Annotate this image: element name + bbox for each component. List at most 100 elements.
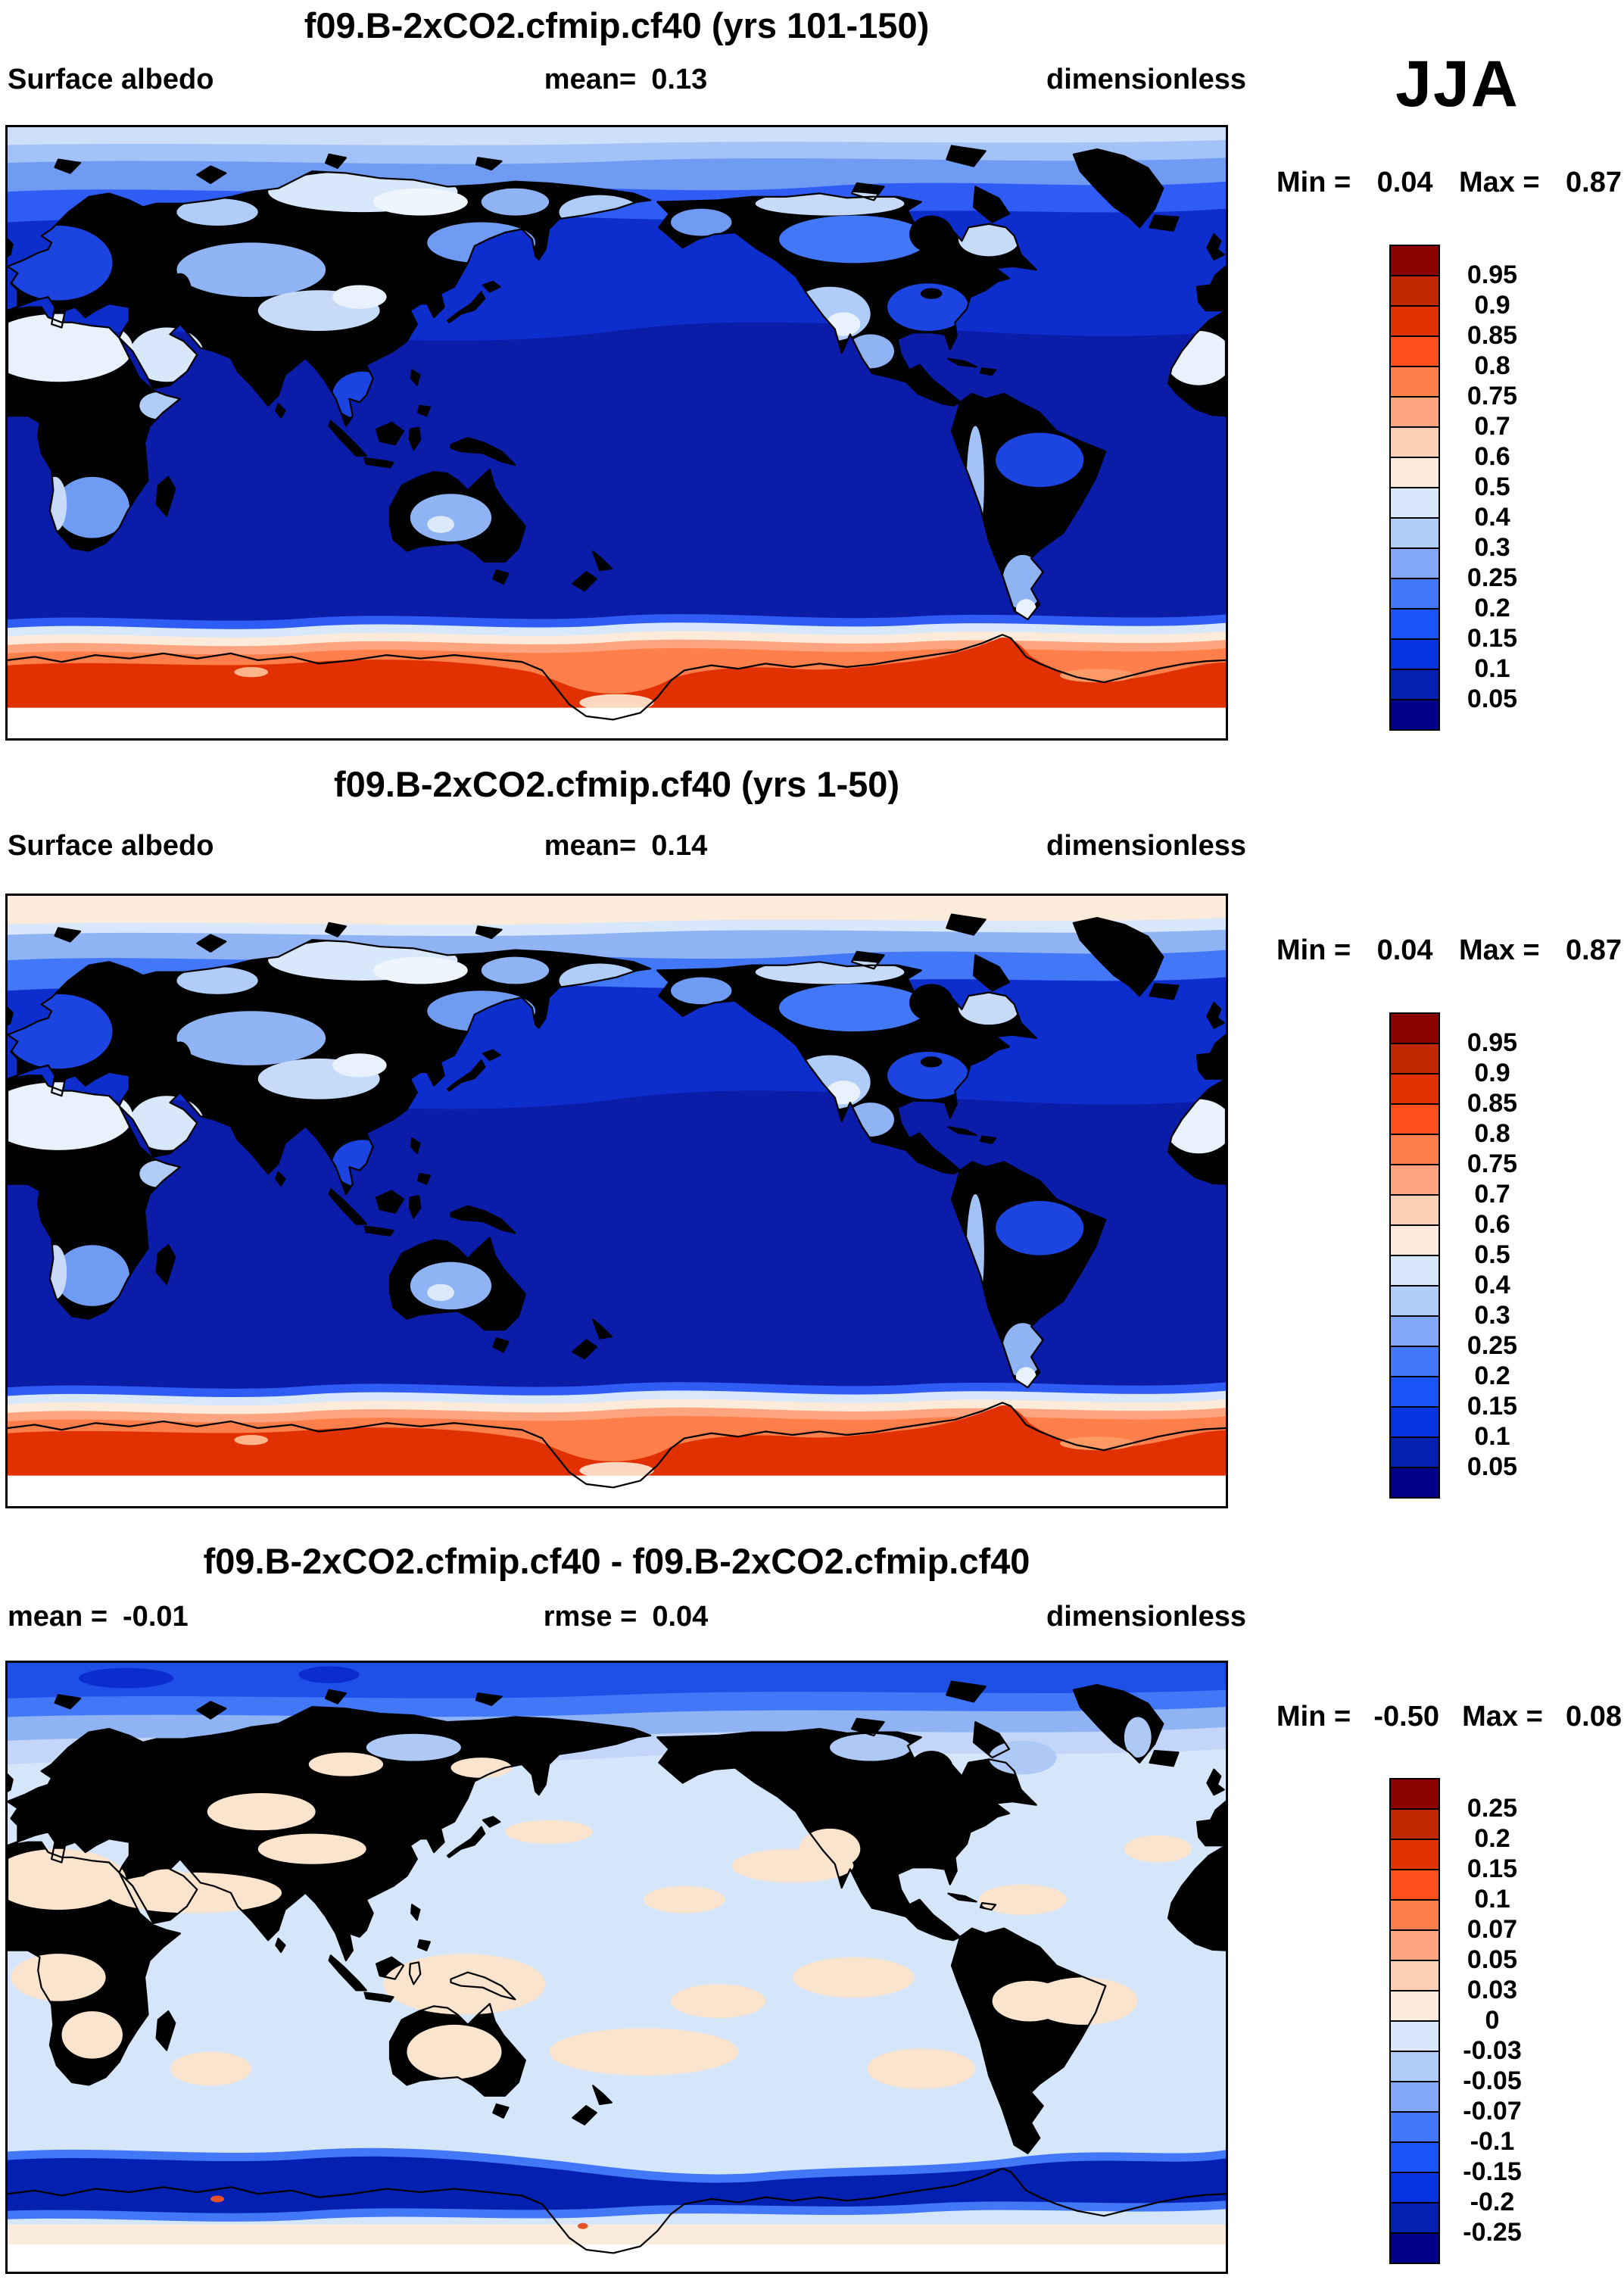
panel-1-subtitle-row: Surface albedo mean= 0.13 dimensionless (5, 64, 1246, 100)
colorbar-cell (1389, 1960, 1440, 1991)
panel-3-units-label: dimensionless (1046, 1601, 1246, 1633)
colorbar-cell (1389, 669, 1440, 700)
panel-1-mean-stat: mean= 0.13 (544, 64, 707, 96)
colorbar-cell (1389, 2232, 1440, 2264)
colorbar-cell (1389, 1073, 1440, 1105)
panel-2-subtitle-row: Surface albedo mean= 0.14 dimensionless (5, 830, 1246, 866)
colorbar-cell (1389, 1990, 1440, 2022)
rmse-label: rmse = (543, 1601, 637, 1633)
colorbar-tick-label: 0.85 (1467, 1089, 1518, 1118)
colorbar-cell (1389, 2202, 1440, 2234)
colorbar-cells (1389, 1778, 1440, 2264)
panel-2-title: f09.B-2xCO2.cfmip.cf40 (yrs 1-50) (333, 764, 900, 804)
colorbar-tick-label: -0.07 (1463, 2097, 1522, 2126)
colorbar-cell (1389, 2081, 1440, 2113)
panel-2-minmax-row: Min = 0.04 Max = 0.87 (1276, 934, 1622, 967)
colorbar-cell (1389, 1467, 1440, 1499)
colorbar-tick-label: 0.6 (1474, 1210, 1510, 1239)
colorbar-tick-label: 0.75 (1467, 1149, 1518, 1178)
panel-2-mean-stat: mean= 0.14 (544, 830, 707, 862)
colorbar-cell (1389, 1315, 1440, 1347)
colorbar-tick-label: 0.07 (1467, 1915, 1518, 1944)
colorbar-tick-label: 0.5 (1474, 1240, 1510, 1269)
colorbar-cell (1389, 2020, 1440, 2052)
colorbar-tick-label: 0.1 (1474, 654, 1510, 683)
world-map-svg-3 (8, 1663, 1226, 2272)
colorbar-panel-3: 0.25 0.2 0.15 0.1 0.07 0.05 0.03 0 -0.03 -0.05 -0.… (1389, 1778, 1522, 2264)
min-label: Min = (1276, 167, 1351, 198)
panel-2-variable-label: Surface albedo (8, 830, 214, 862)
max-value: 0.87 (1566, 934, 1622, 966)
colorbar-tick-label: 0.7 (1474, 412, 1510, 441)
colorbar-cell (1389, 2141, 1440, 2173)
panel-2-units-label: dimensionless (1046, 830, 1246, 862)
panel-1-title: f09.B-2xCO2.cfmip.cf40 (yrs 101-150) (304, 5, 930, 45)
colorbar-tick-label: -0.2 (1470, 2188, 1515, 2216)
colorbar-tick-label: -0.05 (1463, 2066, 1522, 2095)
colorbar-cell (1389, 699, 1440, 731)
colorbar-tick-label: 0.75 (1467, 382, 1518, 410)
antarctic-layer (8, 614, 1226, 738)
colorbar-cell (1389, 1012, 1440, 1044)
colorbar-cell (1389, 1406, 1440, 1438)
colorbar-cell (1389, 638, 1440, 670)
colorbar-cell (1389, 1436, 1440, 1468)
min-value: -0.50 (1373, 1701, 1439, 1733)
colorbar-tick-label: 0.5 (1474, 473, 1510, 501)
colorbar-cell (1389, 245, 1440, 276)
colorbar-labels: 0.95 0.9 0.85 0.8 0.75 0.7 0.6 0.5 0.4 0.3 0.25 0.2… (1442, 245, 1542, 731)
colorbar-tick-label: -0.1 (1470, 2127, 1515, 2156)
map-panel-3 (5, 1661, 1228, 2274)
colorbar-cell (1389, 517, 1440, 549)
max-label: Max = (1458, 167, 1540, 198)
colorbar-cell (1389, 1839, 1440, 1870)
mean-label: mean= (544, 830, 637, 862)
map-panel-1 (5, 125, 1228, 741)
colorbar-cell (1389, 547, 1440, 579)
colorbar-cell (1389, 1043, 1440, 1075)
colorbar-cell (1389, 275, 1440, 307)
colorbar-cell (1389, 1808, 1440, 1840)
colorbar-cell (1389, 1899, 1440, 1931)
colorbar-tick-label: 0.15 (1467, 1392, 1518, 1421)
colorbar-cell (1389, 1164, 1440, 1196)
colorbar-tick-label: 0.4 (1474, 1271, 1510, 1299)
colorbar-cell (1389, 578, 1440, 610)
colorbar-tick-label: 0.6 (1474, 442, 1510, 471)
mean-value: -0.01 (123, 1601, 189, 1633)
mean-value: 0.14 (651, 830, 708, 862)
max-label: Max = (1462, 1701, 1543, 1733)
colorbar-cell (1389, 1376, 1440, 1408)
colorbar-cell (1389, 457, 1440, 488)
colorbar-tick-label: 0.9 (1474, 291, 1510, 320)
colorbar-tick-label: 0.3 (1474, 533, 1510, 562)
panel-3-title: f09.B-2xCO2.cfmip.cf40 - f09.B-2xCO2.cfm… (203, 1541, 1030, 1581)
colorbar-tick-label: 0.3 (1474, 1301, 1510, 1330)
colorbar-tick-label: 0.8 (1474, 1119, 1510, 1148)
colorbar-cell (1389, 335, 1440, 367)
colorbar-tick-label: 0.25 (1467, 563, 1518, 592)
rmse-value: 0.04 (652, 1601, 709, 1633)
colorbar-cell (1389, 1103, 1440, 1135)
colorbar-panel-2: 0.95 0.9 0.85 0.8 0.75 0.7 0.6 0.5 0.4 0.3 0.25 0.2… (1389, 1012, 1517, 1499)
colorbar-tick-label: 0.9 (1474, 1059, 1510, 1087)
colorbar-cell (1389, 1929, 1440, 1961)
world-map-svg-2 (8, 896, 1226, 1506)
colorbar-cell (1389, 2172, 1440, 2204)
colorbar-cell (1389, 366, 1440, 398)
colorbar-cells (1389, 245, 1440, 731)
colorbar-cell (1389, 1194, 1440, 1226)
season-label: JJA (1395, 48, 1520, 120)
difference-patches-layer (8, 1717, 1192, 2089)
min-label: Min = (1276, 1701, 1351, 1733)
colorbar-cell (1389, 305, 1440, 337)
panel-1-units-label: dimensionless (1046, 64, 1246, 95)
colorbar-tick-label: 0.1 (1474, 1885, 1510, 1914)
colorbar-tick-label: 0.2 (1474, 1361, 1510, 1390)
colorbar-cell (1389, 1224, 1440, 1256)
min-value: 0.04 (1376, 167, 1433, 198)
colorbar-panel-1: 0.95 0.9 0.85 0.8 0.75 0.7 0.6 0.5 0.4 0.3 0.25 0.2… (1389, 245, 1517, 731)
max-label: Max = (1458, 934, 1540, 966)
colorbar-cell (1389, 608, 1440, 640)
